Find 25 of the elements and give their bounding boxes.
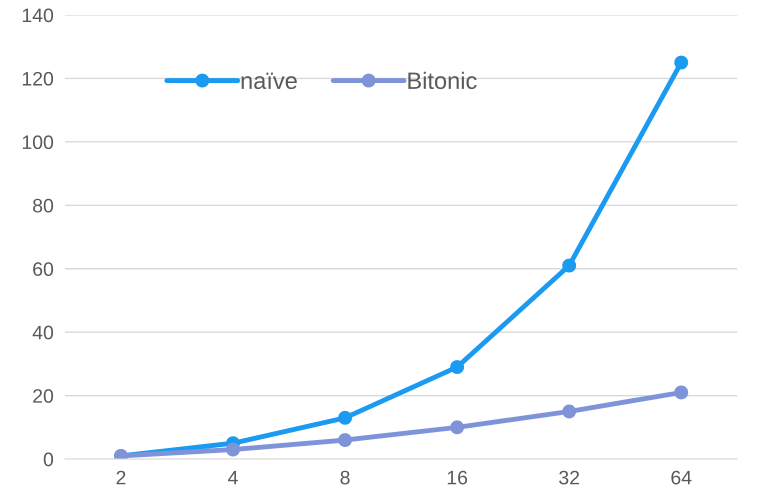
y-tick-label: 120	[22, 72, 54, 86]
point	[338, 410, 352, 425]
y-tick-label: 140	[22, 8, 54, 22]
point	[450, 420, 464, 434]
point	[226, 442, 240, 457]
point	[562, 258, 576, 273]
y-tick-label: 0	[44, 452, 54, 466]
y-tick-label: 100	[22, 135, 54, 150]
point	[338, 433, 352, 447]
point	[562, 404, 576, 418]
x-tick-label: 32	[559, 470, 580, 484]
x-tick-label: 64	[671, 470, 692, 484]
legend-label: Bitonic	[408, 72, 477, 90]
x-tick-label: 4	[228, 470, 238, 484]
point	[450, 360, 464, 374]
y-tick-label: 80	[33, 198, 54, 213]
legend-label: naïve	[242, 72, 297, 90]
point	[674, 386, 688, 400]
y-tick-label: 20	[33, 389, 54, 403]
point	[674, 56, 688, 70]
y-tick-label: 60	[33, 262, 54, 276]
x-tick-label: 8	[340, 470, 350, 484]
x-tick-label: 2	[116, 470, 126, 484]
x-tick-label: 16	[448, 470, 468, 484]
y-tick-label: 40	[32, 326, 54, 340]
